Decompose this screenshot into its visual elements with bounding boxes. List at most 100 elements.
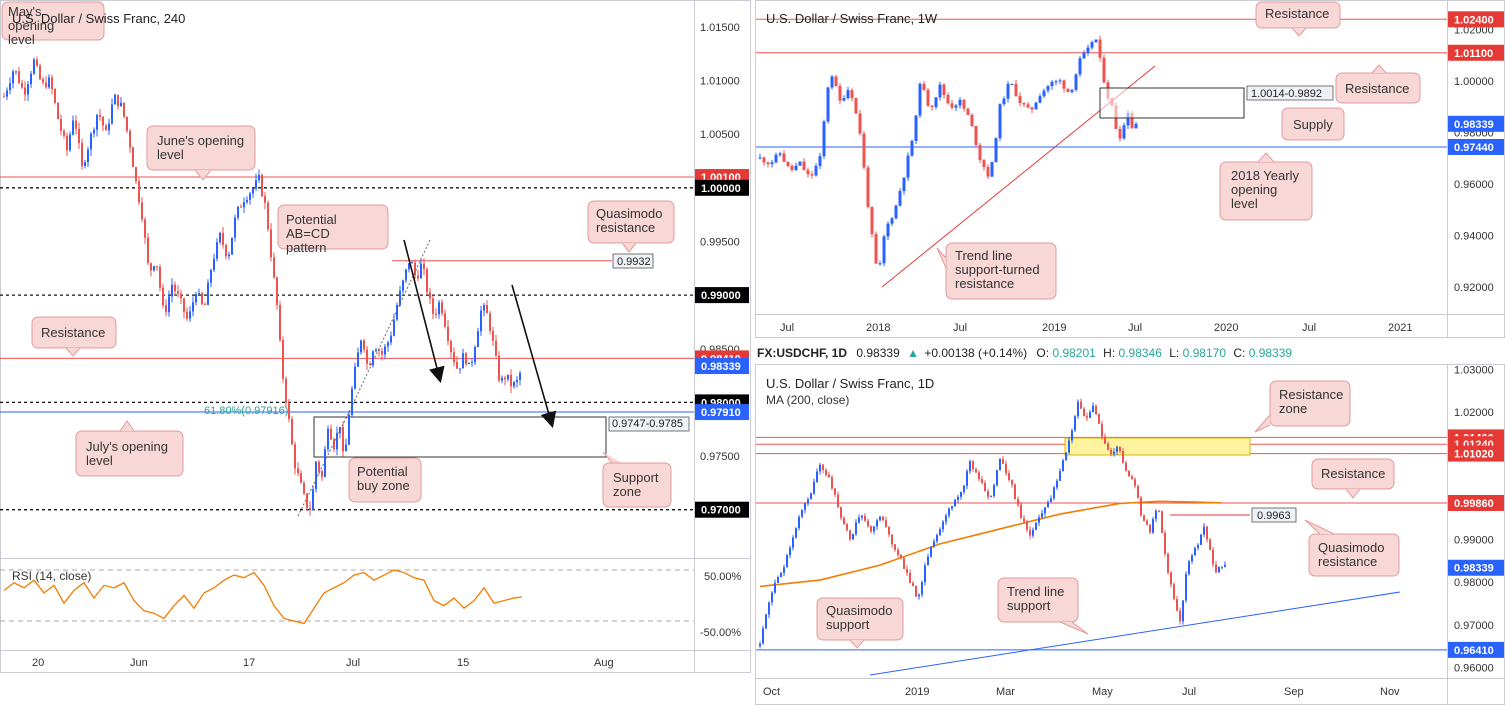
d1-candle-body xyxy=(1092,405,1094,413)
d1-candle-body xyxy=(939,529,941,536)
h4-candle-body xyxy=(510,374,512,387)
h4-title: U.S. Dollar / Swiss Franc, 240 xyxy=(12,11,185,26)
h4-candle-body xyxy=(234,217,236,238)
w1-candle-body xyxy=(850,90,854,98)
d1-candle-body xyxy=(984,482,986,492)
d1-candle-body xyxy=(1098,414,1100,424)
w1-candle-body xyxy=(758,157,762,159)
d1-callout-trendline: Trend line support xyxy=(997,577,1089,635)
h4-candle-body xyxy=(138,181,140,203)
h4-candle-body xyxy=(6,90,8,97)
h4-candle-body xyxy=(309,507,311,511)
w1-candle-body xyxy=(1018,95,1022,104)
w1-candle-body xyxy=(930,105,934,108)
callout-julys-opening: July's opening level xyxy=(75,420,184,477)
h4-candle-body xyxy=(357,352,359,367)
h4-candle-body xyxy=(285,378,287,403)
h4-candle-body xyxy=(198,293,200,295)
w1-candle-body xyxy=(1118,128,1122,139)
d1-level-tag-2 xyxy=(1448,445,1504,462)
d1-x-tick-1: 2019 xyxy=(905,686,929,698)
d1-candle-body xyxy=(1161,511,1163,533)
w1-candle-body xyxy=(1014,83,1018,96)
rsi-panel: RSI (14, close) 50.00% -50.00% xyxy=(0,569,742,639)
callout-julys-opening-text: July's opening level xyxy=(86,439,168,468)
d1-candle-body xyxy=(1035,522,1037,530)
callout-abcd-text: Potential AB=CD pattern xyxy=(286,212,337,255)
w1-y-tick-0: 1.02000 xyxy=(1454,25,1494,37)
h4-x-tick-3: Jul xyxy=(346,657,360,669)
d1-callout-quasimodo-sup-text: Quasimodo support xyxy=(826,603,892,632)
d1-trendline-support xyxy=(869,591,1401,676)
d1-candle-body xyxy=(819,464,821,472)
d1-candle-body xyxy=(762,628,764,644)
h4-candle-body xyxy=(213,258,215,271)
callout-potential-buy-text: Potential buy zone xyxy=(357,464,410,493)
d1-candle-body xyxy=(855,522,857,535)
d1-candle-body xyxy=(1140,497,1142,516)
d1-candle-body xyxy=(1158,510,1160,512)
h4-level-tag-7 xyxy=(695,501,749,518)
d1-candle-body xyxy=(765,614,767,629)
h4-candle-body xyxy=(66,135,68,151)
d1-candle-body xyxy=(1221,566,1223,568)
d1-candle-body xyxy=(837,494,839,508)
w1-candle-body xyxy=(950,103,954,108)
d1-candle-body xyxy=(1215,564,1217,573)
h4-x-tick-5: Aug xyxy=(594,657,614,669)
d1-candle-body xyxy=(1146,520,1148,525)
w1-candle-body xyxy=(1094,39,1098,43)
d1-candle-body xyxy=(1059,471,1061,481)
h4-candle-body xyxy=(261,174,263,197)
h4-candle-body xyxy=(162,287,164,306)
d1-candle-body xyxy=(759,643,761,647)
w1-candle-body xyxy=(934,97,938,108)
d1-candle-body xyxy=(774,582,776,593)
w1-candle-body xyxy=(790,165,794,170)
w1-candle-body xyxy=(1086,47,1090,53)
w1-candle-body xyxy=(810,174,814,176)
callout-mays-opening: May's opening level xyxy=(1,1,105,47)
h4-level-tag-6 xyxy=(695,404,749,421)
w1-candle-body xyxy=(766,162,770,165)
h4-candle-body xyxy=(426,269,428,293)
d1-y-tick-1: 1.02000 xyxy=(1454,407,1494,419)
h4-y-tick-2: 1.00500 xyxy=(700,129,740,141)
d1-y-axis: 1.030001.020001.010000.990000.980000.970… xyxy=(1454,364,1494,674)
h4-candle-body xyxy=(72,120,74,135)
w1-candle-body xyxy=(866,167,870,207)
h4-level-tag-text-1: 1.00000 xyxy=(701,183,741,195)
w1-x-tick-0: Jul xyxy=(780,322,794,334)
h4-candle-body xyxy=(351,388,353,415)
h4-candle-body xyxy=(93,129,95,134)
d1-candle-body xyxy=(1119,446,1121,451)
w1-candle-body xyxy=(762,157,766,163)
w1-candle-body xyxy=(1006,83,1010,99)
w1-candle-body xyxy=(1022,103,1026,105)
h4-candle-body xyxy=(414,262,416,276)
w1-candle-body xyxy=(870,206,874,235)
w1-candle-body xyxy=(834,76,838,87)
callout-quasimodo-text: Quasimodo resistance xyxy=(596,206,662,235)
w1-candle-body xyxy=(1046,86,1050,91)
w1-candle-body xyxy=(1010,83,1014,85)
h4-callouts: May's opening level June's opening level Po… xyxy=(1,1,675,508)
w1-candle-body xyxy=(838,86,842,101)
h4-candle-body xyxy=(516,379,518,383)
d1-candle-body xyxy=(921,582,923,595)
d1-candle-body xyxy=(1104,436,1106,444)
h4-candle-body xyxy=(240,206,242,208)
h4-candle-body xyxy=(315,461,317,490)
d1-candle-body xyxy=(1020,504,1022,519)
d1-x-tick-5: Sep xyxy=(1284,686,1304,698)
d1-candle-body xyxy=(783,567,785,573)
h4-candle-body xyxy=(270,229,272,258)
h4-candle-body xyxy=(249,193,251,200)
h4-candle-body xyxy=(30,73,32,85)
d1-callout-trendline-text: Trend line support xyxy=(1007,584,1064,613)
w1-x-tick-6: Jul xyxy=(1302,322,1316,334)
d1-candle-body xyxy=(1038,517,1040,523)
h4-candle-body xyxy=(459,368,461,370)
d1-candle-body xyxy=(942,521,944,530)
d1-candle-body xyxy=(822,464,824,471)
